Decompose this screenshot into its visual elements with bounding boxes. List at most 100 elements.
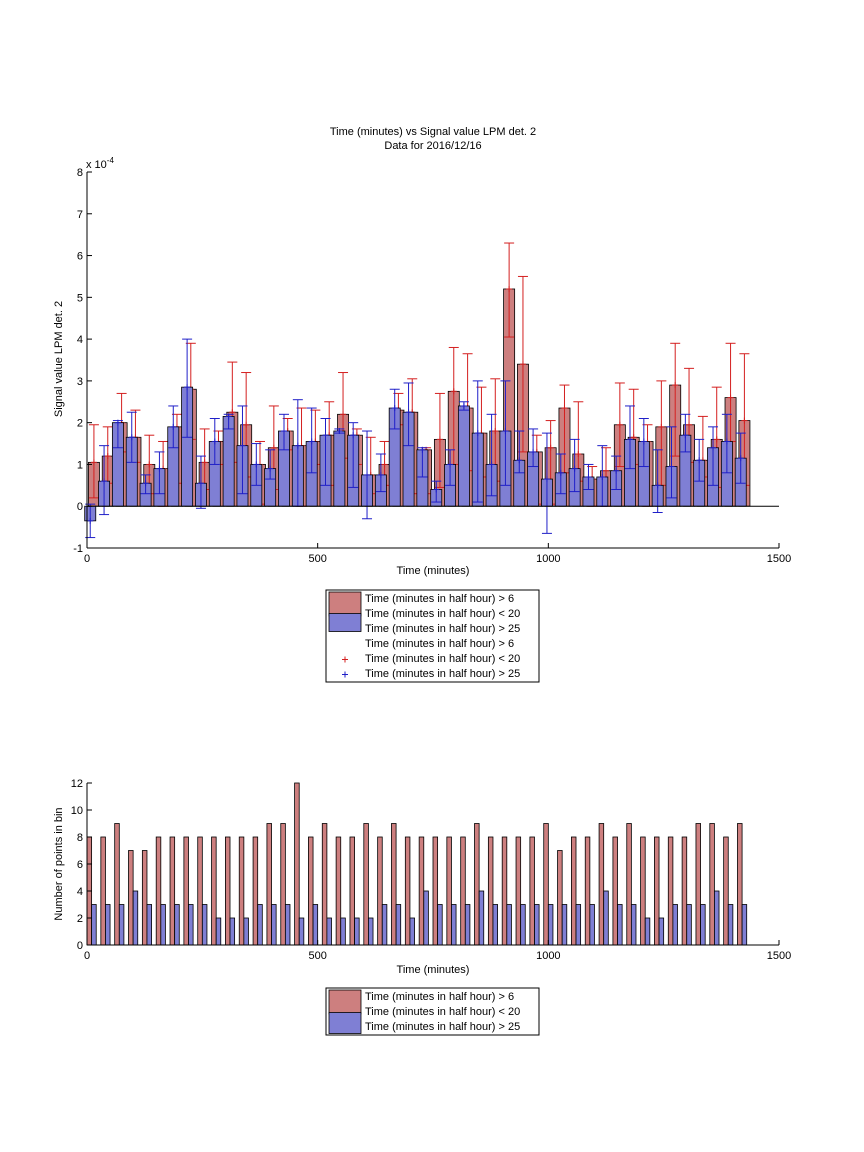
count-bar-blue (451, 904, 457, 946)
count-bar-red (169, 836, 176, 946)
blue-bar (457, 405, 470, 507)
count-bar-red (584, 836, 591, 946)
y-tick-label: 0 (77, 940, 83, 952)
y-tick-label: 8 (77, 167, 83, 179)
count-bar-red (211, 836, 217, 946)
count-bar-blue (243, 917, 249, 946)
count-axes: 0 500 1000 1500 0 2 4 6 8 10 12 (71, 778, 791, 962)
count-bar-blue (741, 904, 748, 946)
x-tick-label: 1000 (536, 553, 560, 565)
blue-bar (333, 430, 346, 507)
y-tick-label: 7 (77, 209, 83, 221)
x-tick-label: 500 (308, 950, 326, 962)
count-bar-blue (686, 904, 692, 946)
legend-box (325, 987, 540, 1036)
count-bar-blue (160, 904, 166, 946)
count-bar-blue (575, 904, 582, 946)
count-bar-blue (257, 904, 263, 946)
y-tick-label: 2 (77, 418, 83, 430)
count-bar-red (280, 823, 286, 946)
count-bar-red (723, 836, 729, 946)
count-bar-blue (700, 904, 706, 946)
count-bar-blue (714, 890, 720, 946)
count-bar-red (681, 836, 688, 946)
y-multiplier: x 10-4 (86, 156, 114, 171)
count-bar-blue (589, 904, 595, 946)
signal-legend: Time (minutes in half hour) > 6 Time (min… (325, 589, 540, 683)
x-tick-label: 0 (84, 950, 90, 962)
count-bar-red (557, 850, 563, 946)
count-bar-blue (534, 904, 540, 946)
count-bar-red (155, 836, 162, 946)
y-tick-label: 4 (77, 886, 83, 898)
count-bar-red (501, 836, 508, 946)
count-bar-red (114, 823, 120, 946)
legend-box (325, 589, 540, 683)
count-bar-red (183, 836, 189, 946)
count-bar-blue (298, 917, 305, 946)
y-tick-label: 12 (71, 778, 83, 790)
legend-entry: Time (minutes in half hour) < 20 (365, 608, 520, 620)
x-tick-label: 500 (308, 553, 326, 565)
y-tick-label: 3 (77, 376, 83, 388)
count-bar-red (667, 836, 674, 946)
legend-entry: Time (minutes in half hour) > 25 (365, 1021, 520, 1033)
count-bar-red (709, 823, 715, 946)
legend-entry: Time (minutes in half hour) < 20 (365, 1006, 520, 1018)
legend-swatch-red (328, 989, 362, 1015)
count-bar-blue (132, 890, 139, 946)
count-bar-blue (284, 904, 291, 946)
count-bar-red (404, 836, 411, 946)
chart-subtitle: Data for 2016/12/16 (384, 140, 481, 152)
x-tick-label: 1500 (767, 950, 791, 962)
count-bar-red (141, 850, 148, 946)
count-bar-red (100, 836, 106, 946)
count-bar-blue (381, 904, 388, 946)
count-bar-red (612, 836, 618, 946)
count-bar-blue (492, 904, 498, 946)
count-bar-blue (91, 904, 97, 946)
legend-entry: Time (minutes in half hour) < 20 (365, 653, 520, 665)
count-bar-blue (423, 890, 429, 946)
legend-swatch-red (328, 591, 362, 617)
count-bar-blue (644, 917, 651, 946)
count-bar-red (474, 823, 480, 946)
signal-chart: Time (minutes) vs Signal value LPM det. … (53, 126, 791, 683)
count-bar-blue (617, 904, 623, 946)
signal-bars (84, 242, 751, 539)
y-tick-label: 8 (77, 832, 83, 844)
count-bar-red (695, 823, 701, 946)
count-bar-red (238, 836, 245, 946)
y-tick-label: 5 (77, 292, 83, 304)
y-tick-label: 2 (77, 913, 83, 925)
count-bar-red (377, 836, 383, 946)
count-bar-blue (354, 917, 360, 946)
count-bar-blue (368, 917, 374, 946)
y-tick-label: 6 (77, 859, 83, 871)
count-bar-red (349, 836, 355, 946)
count-bar-red (252, 836, 259, 946)
legend-swatch-blue (328, 1012, 362, 1034)
count-bar-blue (547, 904, 554, 946)
blue-bar (222, 415, 235, 507)
chart-title: Time (minutes) vs Signal value LPM det. … (330, 126, 536, 138)
count-bar-red (737, 823, 743, 946)
y-tick-label: 10 (71, 805, 83, 817)
y-tick-label: 1 (77, 459, 83, 471)
count-bar-red (626, 823, 632, 946)
legend-entry: Time (minutes in half hour) > 25 (365, 623, 520, 635)
count-bar-blue (229, 917, 236, 946)
y-tick-label: 0 (77, 501, 83, 513)
x-tick-label: 0 (84, 553, 90, 565)
count-chart: 0 500 1000 1500 0 2 4 6 8 10 12 Time (minutes) Num… (53, 778, 791, 1036)
count-bar-blue (506, 904, 512, 946)
legend-swatch-blue (328, 613, 362, 632)
count-bar-red (418, 836, 425, 946)
y-tick-label: 4 (77, 334, 83, 346)
y-axis-label: Signal value LPM det. 2 (53, 301, 65, 417)
count-bar-blue (312, 904, 319, 946)
count-bar-blue (672, 904, 678, 946)
count-bar-blue (478, 890, 485, 946)
